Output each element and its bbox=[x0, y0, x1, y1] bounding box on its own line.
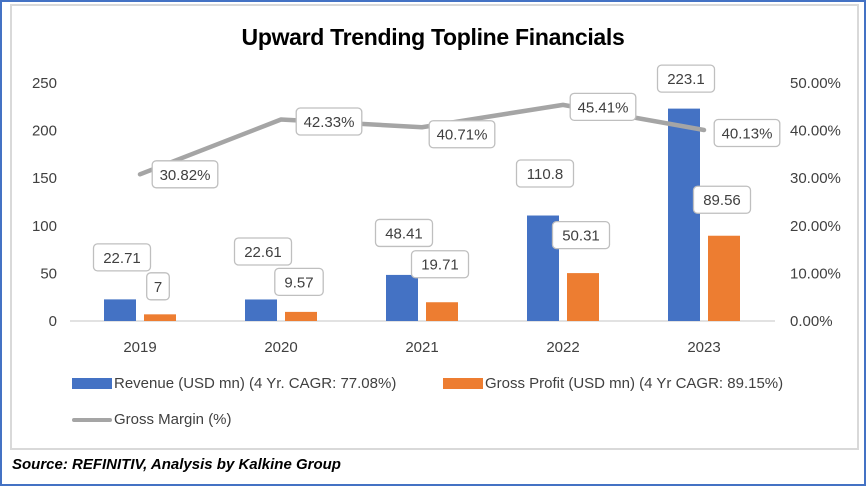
legend-item-gross-margin: Gross Margin (%) bbox=[72, 411, 232, 428]
data-label-text: 22.61 bbox=[244, 244, 282, 261]
data-label-text: 40.13% bbox=[722, 125, 773, 142]
y-axis-left: 0 50 100 150 200 250 bbox=[32, 75, 57, 330]
data-label-box bbox=[569, 92, 637, 121]
data-label-box bbox=[713, 118, 781, 148]
data-label-gross-margin: 45.41% bbox=[569, 92, 637, 121]
data-label-gross-profit: 9.57 bbox=[274, 267, 324, 297]
data-label-gross-profit: 7 bbox=[146, 272, 170, 301]
y-right-tick-label: 20.00% bbox=[790, 218, 841, 235]
y-left-tick-label: 200 bbox=[32, 123, 57, 140]
legend-label-gross-margin: Gross Margin (%) bbox=[114, 411, 232, 428]
data-label-text: 22.71 bbox=[103, 250, 141, 267]
y-left-tick-label: 150 bbox=[32, 170, 57, 187]
data-label-text: 19.71 bbox=[421, 257, 459, 274]
bar-revenue bbox=[668, 108, 700, 322]
source-note: Source: REFINITIV, Analysis by Kalkine G… bbox=[12, 456, 341, 473]
x-tick-label: 2019 bbox=[123, 339, 156, 356]
y-right-tick-label: 30.00% bbox=[790, 170, 841, 187]
data-label-box bbox=[551, 220, 611, 250]
data-label-revenue: 110.8 bbox=[515, 159, 575, 188]
data-label-box bbox=[692, 185, 752, 214]
data-label-box bbox=[374, 218, 434, 248]
bar-gross-profit bbox=[567, 273, 599, 321]
data-label-box bbox=[656, 64, 716, 93]
data-label-text: 30.82% bbox=[160, 167, 211, 184]
y-left-tick-label: 100 bbox=[32, 218, 57, 235]
y-left-tick-label: 250 bbox=[32, 75, 57, 92]
data-label-box bbox=[146, 272, 170, 301]
data-label-box bbox=[92, 243, 152, 272]
legend-swatch-revenue bbox=[72, 378, 112, 389]
data-label-text: 40.71% bbox=[437, 127, 488, 144]
data-label-box bbox=[233, 237, 293, 266]
data-labels: 22.71 7 22.619.57 48.41 19.71 110.8 50.31 223.1… bbox=[92, 64, 781, 301]
bar-marks bbox=[104, 108, 740, 322]
data-label-text: 89.56 bbox=[703, 192, 741, 209]
y-left-tick-label: 50 bbox=[40, 265, 57, 282]
y-axis-right: 0.00% 10.00% 20.00% 30.00% 40.00% 50.00% bbox=[790, 75, 841, 330]
data-label-gross-margin: 30.82% bbox=[151, 160, 219, 189]
data-label-box bbox=[410, 250, 470, 279]
data-label-box bbox=[428, 120, 496, 149]
data-label-text: 7 bbox=[154, 279, 162, 296]
bar-gross-profit bbox=[708, 235, 740, 321]
legend-item-gross-profit: Gross Profit (USD mn) (4 Yr CAGR: 89.15%… bbox=[443, 375, 783, 392]
data-label-gross-margin: 40.71% bbox=[428, 120, 496, 149]
bar-gross-profit bbox=[285, 311, 317, 321]
chart-title: Upward Trending Topline Financials bbox=[241, 24, 625, 50]
legend-swatch-gross-margin bbox=[72, 417, 112, 422]
bar-revenue bbox=[104, 299, 136, 321]
data-label-text: 48.41 bbox=[385, 225, 423, 242]
data-label-revenue: 48.41 bbox=[374, 218, 434, 248]
bar-revenue bbox=[386, 274, 418, 321]
data-label-text: 50.31 bbox=[562, 228, 600, 245]
data-label-box bbox=[274, 267, 324, 297]
data-label-gross-margin: 42.33% bbox=[295, 107, 363, 136]
data-label-gross-profit: 19.71 bbox=[410, 250, 470, 279]
legend-label-gross-profit: Gross Profit (USD mn) (4 Yr CAGR: 89.15%… bbox=[485, 375, 784, 392]
legend-item-revenue: Revenue (USD mn) (4 Yr. CAGR: 77.08%) bbox=[72, 375, 396, 392]
x-axis: 2019 2020 2021 2022 2023 bbox=[123, 339, 720, 356]
x-tick-label: 2020 bbox=[264, 339, 297, 356]
data-label-text: 42.33% bbox=[304, 114, 355, 131]
legend-swatch-gross-profit bbox=[443, 378, 483, 389]
data-label-text: 223.1 bbox=[667, 71, 705, 88]
legend-label-revenue: Revenue (USD mn) (4 Yr. CAGR: 77.08%) bbox=[114, 375, 397, 392]
data-label-box bbox=[151, 160, 219, 189]
data-label-gross-profit: 50.31 bbox=[551, 220, 611, 250]
data-label-box bbox=[515, 159, 575, 188]
x-tick-label: 2022 bbox=[546, 339, 579, 356]
y-right-tick-label: 0.00% bbox=[790, 313, 833, 330]
bar-revenue bbox=[245, 299, 277, 321]
x-tick-label: 2023 bbox=[687, 339, 720, 356]
data-label-text: 45.41% bbox=[578, 99, 629, 116]
data-label-box bbox=[295, 107, 363, 136]
y-right-tick-label: 50.00% bbox=[790, 75, 841, 92]
data-label-gross-profit: 89.56 bbox=[692, 185, 752, 214]
y-right-tick-label: 10.00% bbox=[790, 265, 841, 282]
data-label-revenue: 22.61 bbox=[233, 237, 293, 266]
bar-gross-profit bbox=[144, 314, 176, 321]
data-label-revenue: 22.71 bbox=[92, 243, 152, 272]
data-label-revenue: 223.1 bbox=[656, 64, 716, 93]
y-right-tick-label: 40.00% bbox=[790, 123, 841, 140]
data-label-gross-margin: 40.13% bbox=[713, 118, 781, 148]
data-label-text: 9.57 bbox=[284, 274, 313, 291]
chart-panel bbox=[10, 4, 859, 450]
bar-gross-profit bbox=[426, 302, 458, 321]
data-label-text: 110.8 bbox=[527, 166, 563, 183]
x-tick-label: 2021 bbox=[405, 339, 438, 356]
y-left-tick-label: 0 bbox=[49, 313, 57, 330]
